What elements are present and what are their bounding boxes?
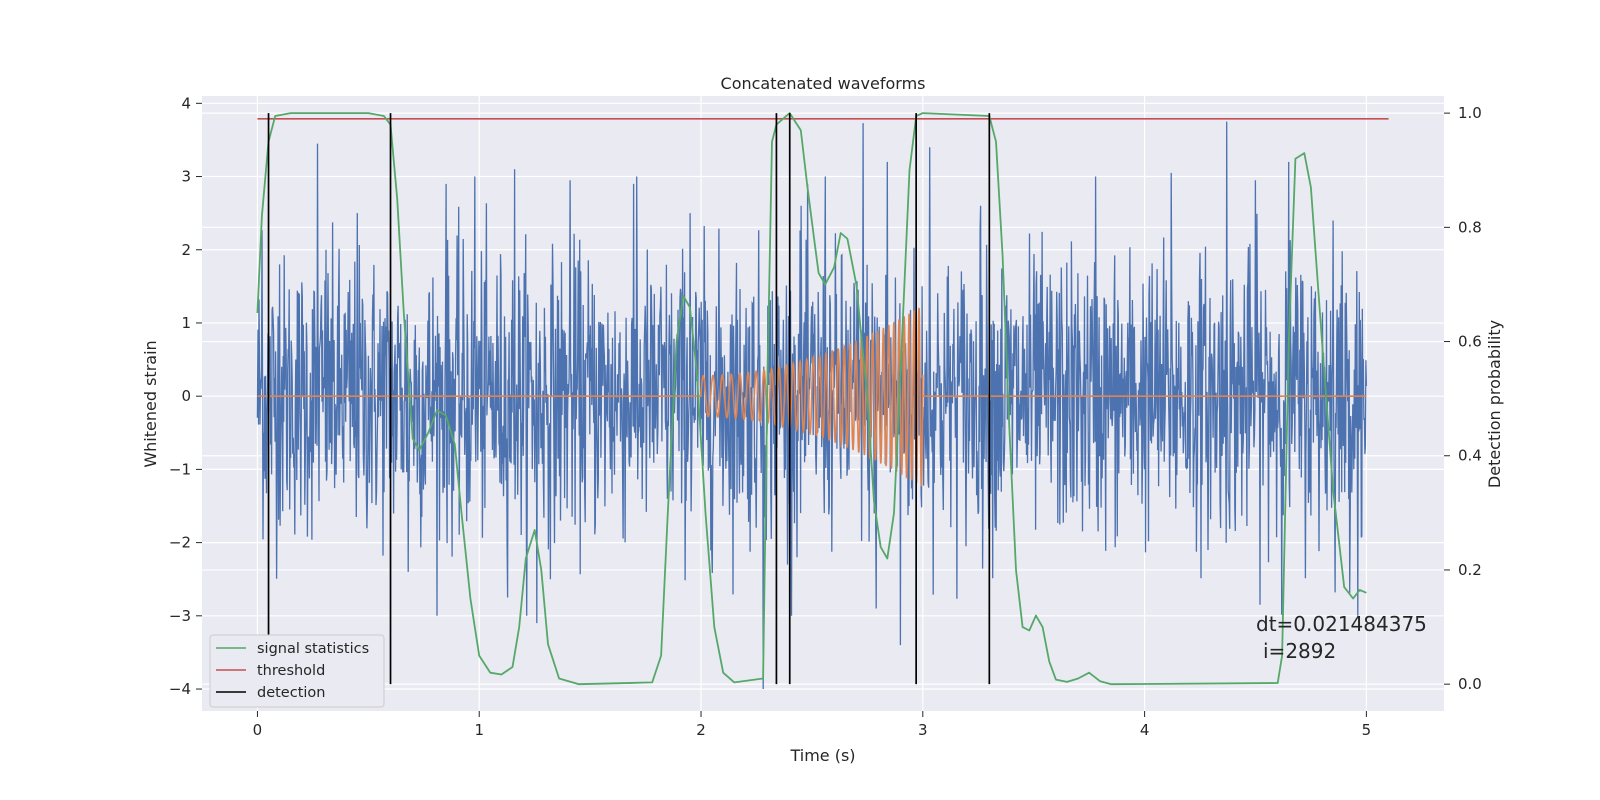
y2-tick-label-0.6: 0.6 (1458, 333, 1482, 351)
legend-label-threshold: threshold (257, 663, 325, 679)
annotation-dt: dt=0.021484375 (1256, 612, 1427, 636)
y-tick-label-4: 4 (181, 94, 191, 112)
y-tick-label--3: −3 (169, 607, 191, 625)
y2-axis-label: Detection probability (1485, 320, 1504, 488)
y-tick-label-3: 3 (181, 168, 191, 186)
chart-title: Concatenated waveforms (721, 74, 926, 93)
series-layer (256, 112, 1389, 690)
y-tick-label--1: −1 (169, 460, 191, 478)
y2-tick-label-0: 0.0 (1458, 675, 1482, 693)
y2-tick-label-1: 1.0 (1458, 104, 1482, 122)
x-axis-label: Time (s) (789, 746, 855, 765)
annotation-i: i=2892 (1263, 639, 1336, 663)
x-tick-label-1: 1 (474, 721, 484, 739)
x-tick-label-3: 3 (918, 721, 928, 739)
series-signal-statistics (256, 112, 1367, 686)
annotation: dt=0.021484375 i=2892 (1256, 612, 1427, 663)
series-template (257, 307, 1367, 487)
y-tick-label--4: −4 (169, 680, 191, 698)
x-tick-label-2: 2 (696, 721, 706, 739)
axis-ticks: 0 1 2 3 4 5 −4 −3 −2 −1 0 1 2 3 4 0.0 0.2 0.4 0.6 0.8 1.0 (169, 94, 1482, 739)
x-tick-label-4: 4 (1140, 721, 1150, 739)
y-tick-label-1: 1 (181, 314, 191, 332)
y-axis-label: Whitened strain (141, 340, 160, 467)
y-tick-label-0: 0 (181, 387, 191, 405)
legend-box (209, 634, 385, 708)
legend-label-signal-statistics: signal statistics (257, 641, 369, 657)
x-tick-label-5: 5 (1362, 721, 1372, 739)
y-tick-label-2: 2 (181, 241, 191, 259)
legend-label-detection: detection (257, 685, 325, 701)
x-tick-label-0: 0 (253, 721, 263, 739)
y2-tick-label-0.4: 0.4 (1458, 447, 1482, 465)
y2-tick-label-0.8: 0.8 (1458, 218, 1482, 236)
legend: signal statistics threshold detection (209, 634, 385, 708)
y2-tick-label-0.2: 0.2 (1458, 561, 1482, 579)
y-tick-label--2: −2 (169, 534, 191, 552)
